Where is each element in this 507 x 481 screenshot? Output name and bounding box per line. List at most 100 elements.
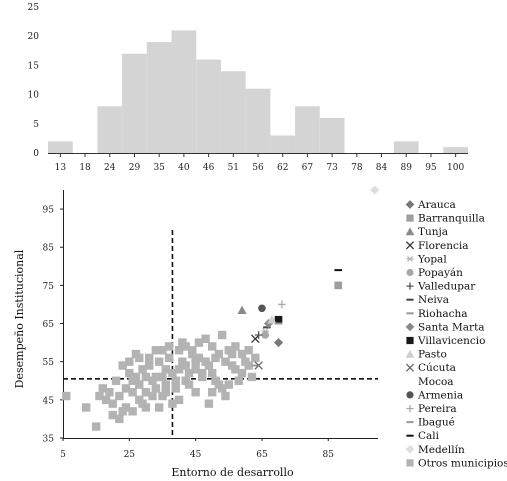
data-point	[168, 368, 177, 378]
hist-x-tick-label: 46	[203, 163, 215, 173]
data-point	[181, 376, 190, 385]
hist-y-tick-label: 5	[33, 120, 39, 130]
legend-label: Ibagué	[418, 417, 455, 429]
data-point	[108, 399, 117, 408]
scatter-x-axis-label: Entorno de desarrollo	[171, 466, 294, 479]
legend-item: Pereira	[406, 403, 457, 415]
scatter-y-tick-label: 45	[43, 396, 55, 406]
scatter-y-tick-label: 65	[43, 320, 55, 330]
legend-marker	[406, 282, 414, 290]
data-point	[178, 338, 187, 347]
legend-item: Armenia	[406, 389, 463, 401]
scatter-y-tick-label: 35	[43, 435, 55, 445]
hist-x-tick-label: 56	[252, 163, 264, 173]
data-point	[208, 342, 217, 351]
data-point	[135, 380, 144, 389]
data-point	[108, 410, 117, 420]
data-point	[267, 315, 277, 324]
data-point	[244, 361, 253, 370]
data-point	[141, 372, 151, 382]
legend-item: Barranquilla	[406, 213, 485, 225]
data-point	[171, 384, 180, 393]
legend-label: Popayán	[418, 267, 463, 279]
data-point	[217, 384, 227, 393]
scatter-x-tick-label: 25	[124, 450, 136, 460]
data-point	[194, 338, 204, 347]
hist-bar	[443, 147, 468, 153]
data-point	[128, 407, 137, 416]
data-point	[247, 372, 257, 382]
data-point	[231, 342, 240, 351]
data-point	[221, 391, 230, 401]
legend-marker	[405, 363, 415, 372]
hist-y-tick-label: 25	[28, 3, 40, 13]
legend-label: Valledupar	[417, 281, 476, 293]
legend-label: Pasto	[418, 349, 447, 361]
hist-x-tick-label: 67	[302, 163, 314, 173]
legend-marker	[406, 391, 414, 399]
legend-label: Mocoa	[418, 376, 454, 388]
legend-label: Pereira	[418, 403, 457, 415]
data-point	[154, 357, 164, 366]
scatter-y-tick-label: 95	[43, 206, 55, 216]
data-point	[95, 391, 104, 401]
scatter-y-tick-label: 75	[43, 282, 55, 292]
data-point	[198, 368, 207, 378]
data-point	[174, 395, 184, 405]
hist-y-tick-label: 0	[33, 149, 39, 159]
data-point	[227, 361, 237, 370]
legend-marker	[406, 434, 414, 437]
data-point	[101, 395, 111, 405]
data-point	[161, 365, 170, 374]
data-point	[171, 376, 180, 385]
data-point	[251, 353, 260, 363]
data-point	[254, 331, 263, 339]
legend-label: Santa Marta	[418, 321, 485, 333]
data-point	[181, 361, 190, 370]
legend-item: Villavicencio	[406, 335, 485, 347]
data-point	[278, 300, 286, 309]
scatter-y-tick-label: 85	[43, 244, 55, 254]
data-point	[191, 365, 200, 374]
legend-label: Medellín	[418, 444, 465, 456]
legend-label: Otros municipios	[418, 457, 507, 469]
legend-marker	[405, 349, 415, 358]
hist-x-tick-label: 95	[425, 163, 437, 173]
data-point	[145, 353, 154, 363]
data-point	[145, 361, 154, 370]
scatter-x-tick-label: 5	[60, 450, 66, 460]
hist-bar	[196, 59, 221, 154]
scatter-y-axis-label: Desempeño Institucional	[13, 249, 26, 388]
data-point	[91, 422, 101, 431]
hist-x-tick-label: 24	[104, 163, 116, 173]
legend-marker	[406, 255, 414, 262]
scatter-x-tick-label: 85	[323, 450, 335, 460]
data-point	[237, 305, 247, 314]
legend-item: Ibagué	[406, 417, 455, 429]
data-point	[168, 399, 177, 408]
legend-item: Florencia	[405, 240, 468, 252]
data-point	[151, 346, 161, 355]
data-point	[141, 388, 151, 397]
hist-y-tick-label: 15	[28, 61, 40, 71]
data-point	[274, 315, 283, 324]
legend-item: Popayán	[406, 267, 463, 279]
legend-marker	[406, 459, 414, 467]
legend-item: Arauca	[405, 199, 456, 211]
legend-label: Barranquilla	[418, 213, 485, 225]
data-point	[184, 368, 194, 378]
data-point	[221, 357, 230, 366]
data-point	[274, 322, 283, 325]
scatter-x-tick-label: 45	[190, 450, 202, 460]
hist-x-tick-label: 18	[79, 163, 91, 173]
hist-x-tick-label: 62	[277, 163, 288, 173]
data-point	[188, 346, 197, 355]
data-point	[191, 388, 200, 397]
data-point	[263, 326, 271, 329]
data-point	[204, 361, 214, 370]
hist-x-tick-label: 29	[129, 163, 141, 173]
legend-label: Armenia	[417, 389, 463, 401]
data-point	[258, 304, 266, 313]
legend-item: Tunja	[405, 226, 448, 238]
